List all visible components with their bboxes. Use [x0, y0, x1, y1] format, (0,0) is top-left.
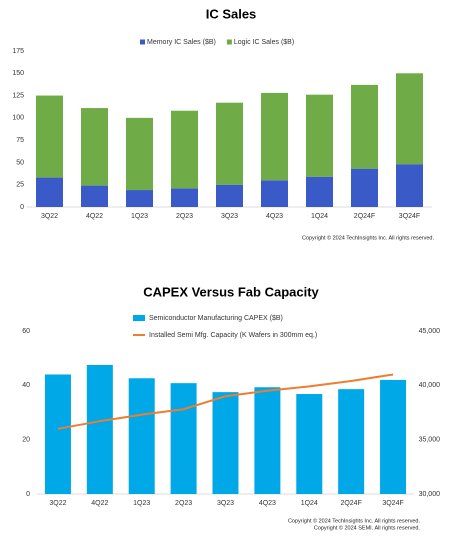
x-tick-label: 2Q24F [354, 213, 375, 220]
bar [396, 73, 423, 165]
bar [216, 184, 243, 207]
y-tick-label: 175 [12, 48, 24, 55]
legend-label: Logic IC Sales ($B) [234, 39, 294, 46]
legend-label: Memory IC Sales ($B) [147, 39, 216, 46]
legend-swatch [226, 39, 232, 45]
bar [86, 364, 113, 494]
y-tick-label: 20 [22, 437, 30, 444]
bar [306, 176, 333, 207]
y2-tick-label: 45,000 [419, 328, 441, 335]
bar [171, 110, 198, 189]
x-tick-label: 4Q23 [259, 500, 276, 507]
x-tick-label: 4Q22 [86, 213, 103, 220]
x-tick-label: 4Q22 [91, 500, 108, 507]
bar [44, 374, 71, 494]
legend-swatch [133, 315, 145, 321]
bar [396, 164, 423, 207]
y2-tick-label: 30,000 [419, 491, 441, 498]
bar [261, 180, 288, 207]
y-tick-label: 0 [26, 491, 30, 498]
y2-tick-label: 35,000 [419, 437, 441, 444]
x-tick-label: 3Q24F [399, 213, 420, 220]
x-tick-label: 3Q23 [221, 213, 238, 220]
x-tick-label: 1Q23 [133, 500, 150, 507]
bar [306, 94, 333, 177]
x-tick-label: 2Q24F [340, 500, 361, 507]
bar [212, 392, 239, 494]
bar [81, 108, 108, 186]
bar [216, 102, 243, 185]
line [57, 373, 394, 430]
x-tick-label: 3Q23 [217, 500, 234, 507]
copyright: Copyright © 2024 TechInsights Inc. All r… [302, 234, 435, 241]
y-tick-label: 125 [12, 92, 24, 99]
bar [36, 177, 63, 207]
bar [126, 190, 153, 207]
bar [126, 117, 153, 191]
x-tick-label: 1Q24 [311, 213, 328, 220]
legend-label: Semiconductor Manufacturing CAPEX ($B) [149, 315, 283, 322]
x-tick-label: 1Q23 [131, 213, 148, 220]
bar [338, 389, 365, 494]
bar [36, 95, 63, 178]
x-tick-label: 2Q23 [176, 213, 193, 220]
bar [261, 92, 288, 181]
x-tick-label: 2Q23 [175, 500, 192, 507]
x-tick-label: 4Q23 [266, 213, 283, 220]
x-tick-label: 3Q24F [382, 500, 403, 507]
bar [351, 84, 378, 169]
chart-title: CAPEX Versus Fab Capacity [143, 284, 319, 299]
x-tick-label: 3Q22 [49, 500, 66, 507]
bar [128, 378, 155, 494]
legend-label: Installed Semi Mfg. Capacity (K Wafers i… [149, 332, 317, 339]
y-tick-label: 75 [16, 137, 24, 144]
y-tick-label: 40 [22, 382, 30, 389]
bar [170, 383, 197, 494]
y2-tick-label: 40,000 [419, 382, 441, 389]
bar [81, 185, 108, 207]
bar [380, 379, 407, 494]
chart-title: IC Sales [206, 6, 257, 21]
bar [351, 168, 378, 207]
legend-swatch [140, 39, 145, 45]
y-tick-label: 25 [16, 182, 24, 189]
x-tick-label: 3Q22 [41, 213, 58, 220]
copyright: Copyright © 2024 TechInsights Inc. All r… [288, 517, 421, 524]
copyright: Copyright © 2024 SEMI. All rights reserv… [314, 524, 421, 531]
y-tick-label: 60 [22, 328, 30, 335]
bar [254, 387, 281, 494]
bar [296, 394, 323, 494]
x-tick-label: 1Q24 [301, 500, 318, 507]
y-tick-label: 50 [16, 159, 24, 166]
y-tick-label: 100 [12, 115, 24, 122]
bar [171, 188, 198, 207]
y-tick-label: 150 [12, 70, 24, 77]
y-tick-label: 0 [20, 204, 24, 211]
